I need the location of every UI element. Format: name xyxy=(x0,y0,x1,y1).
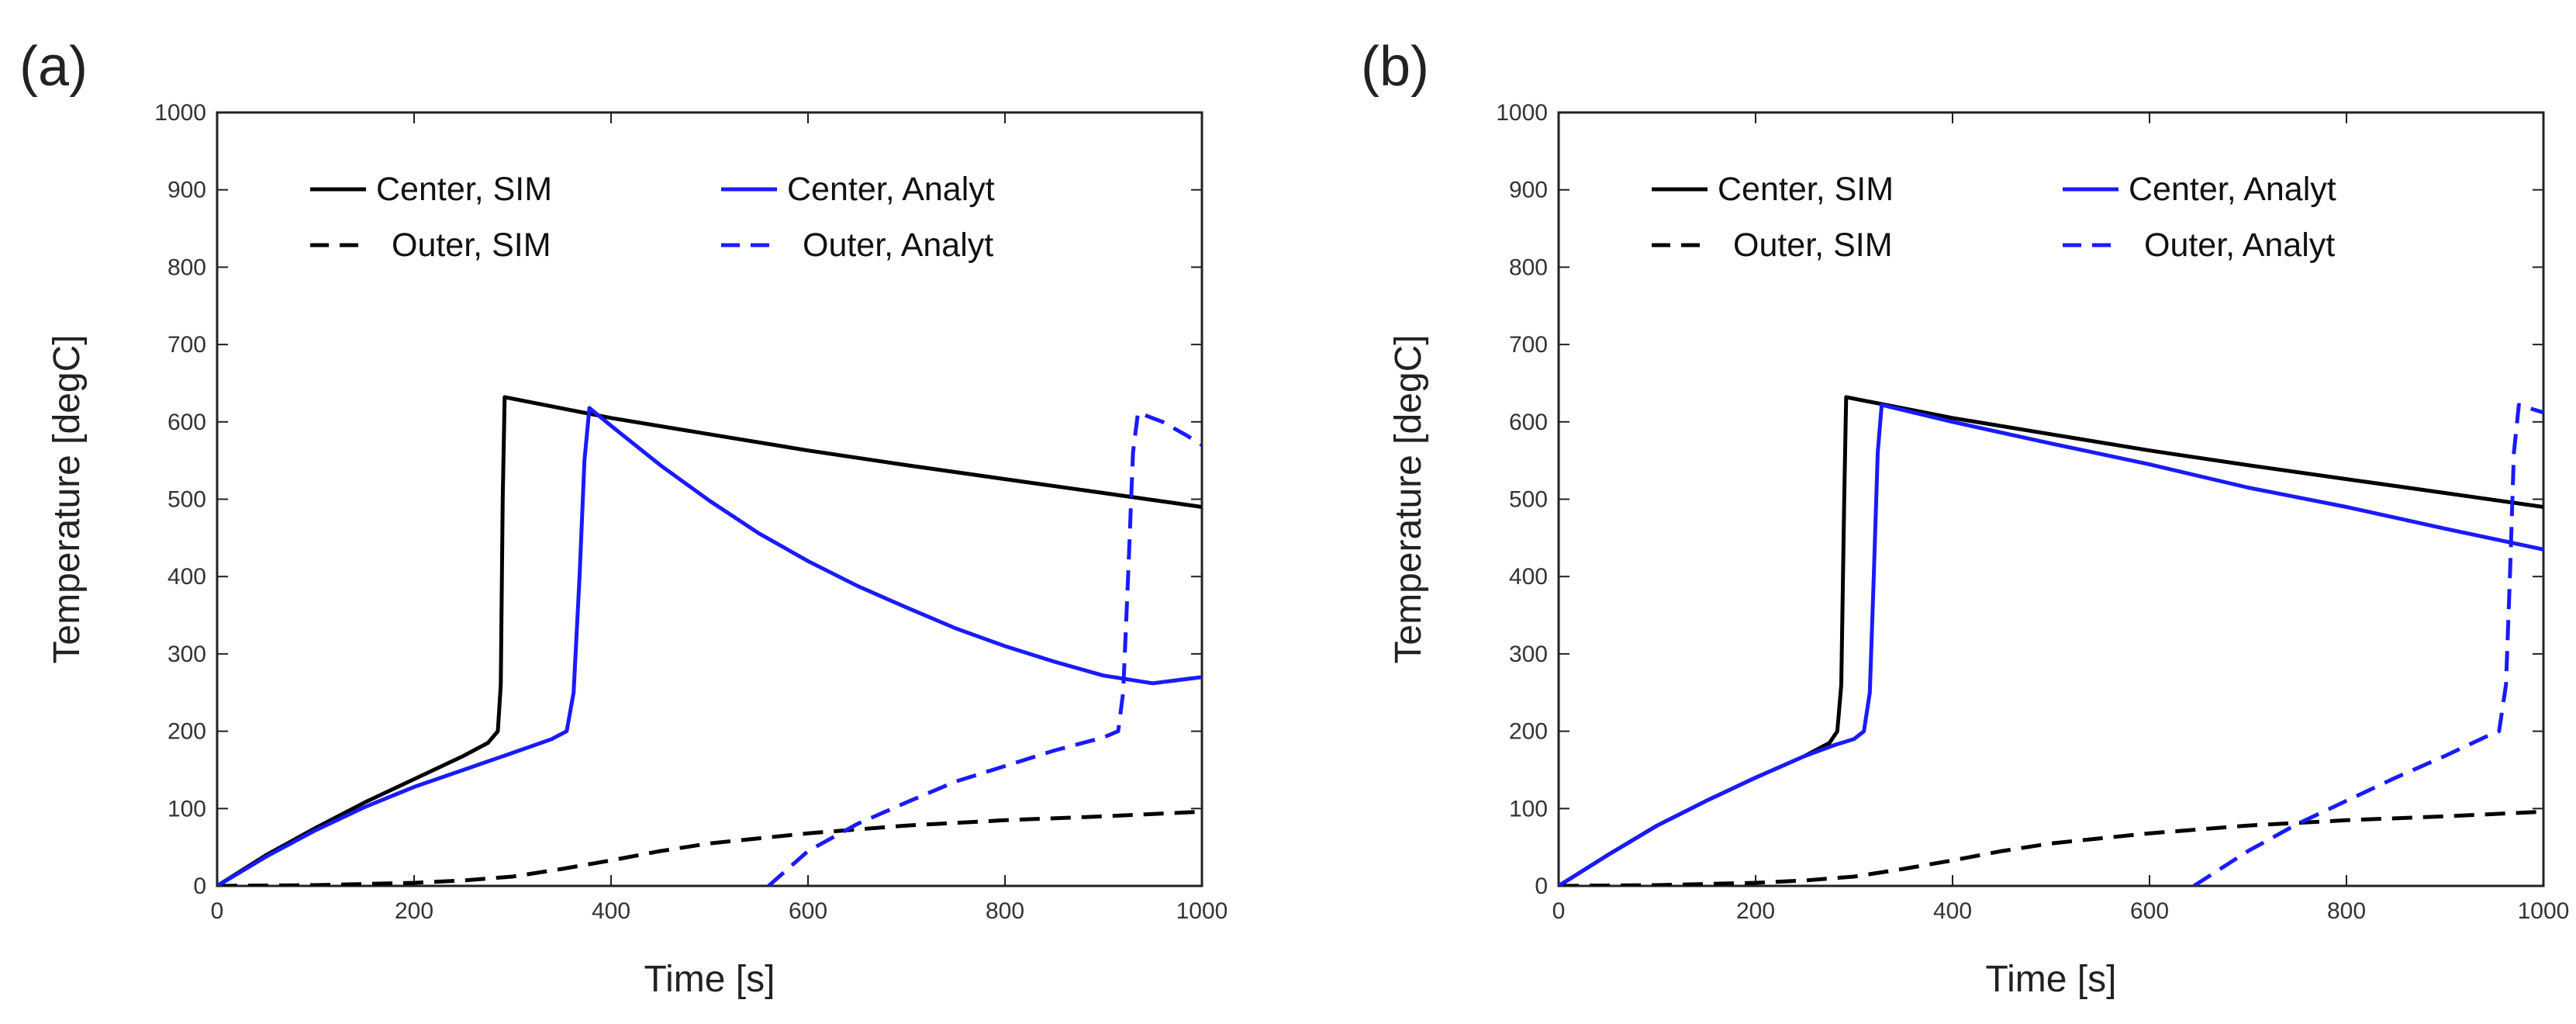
series-line-outer-analyt xyxy=(767,410,1202,886)
y-axis-label: Temperature [degC] xyxy=(47,334,88,663)
legend-label-center-analyt: Center, Analyt xyxy=(787,171,995,208)
series-line-outer-sim xyxy=(217,809,1202,886)
y-tick-label: 500 xyxy=(167,487,206,513)
legend-label-center-sim: Center, SIM xyxy=(1718,171,1894,208)
y-tick-label: 400 xyxy=(167,564,206,590)
y-axis-label: Temperature [degC] xyxy=(1388,334,1429,663)
x-tick-label: 0 xyxy=(211,898,224,924)
series-line-center-analyt xyxy=(217,406,1202,886)
x-tick-label: 600 xyxy=(2130,898,2169,924)
y-tick-label: 600 xyxy=(167,410,206,435)
y-tick-label: 900 xyxy=(167,178,206,203)
series-line-center-sim xyxy=(1559,395,2543,886)
y-tick-label: 300 xyxy=(1509,642,1548,667)
panel-label: (b) xyxy=(1361,36,1429,98)
series-line-center-analyt xyxy=(1559,403,2543,886)
chart-svg: (a) 0 100 200 300 400 500 600 700 800 900 1000 0 200 4… xyxy=(19,36,1228,1000)
series-group xyxy=(1559,395,2543,886)
y-tick-label: 300 xyxy=(167,642,206,667)
x-tick-label: 400 xyxy=(1933,898,1972,924)
x-tick-label: 600 xyxy=(789,898,827,924)
y-tick-label: 800 xyxy=(167,254,206,280)
y-tick-label: 200 xyxy=(1509,719,1548,745)
y-tick-label: 100 xyxy=(167,796,206,822)
y-tick-label: 1000 xyxy=(1496,100,1548,126)
series-line-outer-analyt xyxy=(2192,403,2543,886)
chart-panel-a: (a) 0 100 200 300 400 500 600 700 800 900 1000 0 200 4… xyxy=(19,36,1228,1000)
x-tick-label: 200 xyxy=(395,898,433,924)
y-tick-label: 100 xyxy=(1509,796,1548,822)
x-tick-label: 1000 xyxy=(1176,898,1228,924)
y-tick-label: 0 xyxy=(1535,874,1548,899)
series-line-outer-sim xyxy=(1559,809,2543,886)
y-tick-label: 0 xyxy=(193,874,206,899)
x-axis-label: Time [s] xyxy=(644,959,775,1000)
x-tick-label: 1000 xyxy=(2518,898,2570,924)
legend-label-outer-analyt: Outer, Analyt xyxy=(2144,227,2335,264)
x-tick-label: 800 xyxy=(986,898,1024,924)
y-tick-label: 800 xyxy=(1509,254,1548,280)
legend-label-center-sim: Center, SIM xyxy=(376,171,552,208)
y-tick-label: 1000 xyxy=(154,100,206,126)
x-axis-label: Time [s] xyxy=(1986,959,2117,1000)
panel-label: (a) xyxy=(19,36,88,98)
x-tick-label: 400 xyxy=(592,898,630,924)
series-group xyxy=(217,395,1202,886)
y-tick-label: 200 xyxy=(167,719,206,745)
chart-panel-b: (b) 0 100 200 300 400 500 600 700 800 900 1000 0 200 4… xyxy=(1342,0,2576,1024)
x-tick-label: 800 xyxy=(2327,898,2366,924)
legend-label-outer-analyt: Outer, Analyt xyxy=(803,227,993,264)
legend-label-outer-sim: Outer, SIM xyxy=(392,227,551,264)
y-tick-label: 600 xyxy=(1509,410,1548,435)
x-tick-label: 0 xyxy=(1552,898,1566,924)
y-tick-label: 700 xyxy=(1509,332,1548,358)
y-tick-label: 700 xyxy=(167,332,206,358)
y-tick-label: 500 xyxy=(1509,487,1548,513)
legend-label-outer-sim: Outer, SIM xyxy=(1733,227,1893,264)
series-line-center-sim xyxy=(217,395,1202,886)
y-tick-label: 900 xyxy=(1509,178,1548,203)
plot-frame xyxy=(1557,111,2545,887)
legend-label-center-analyt: Center, Analyt xyxy=(2129,171,2336,208)
y-tick-label: 400 xyxy=(1509,564,1548,590)
x-tick-label: 200 xyxy=(1736,898,1775,924)
chart-svg: (b) 0 100 200 300 400 500 600 700 800 900 1000 0 200 4… xyxy=(1361,36,2570,1000)
